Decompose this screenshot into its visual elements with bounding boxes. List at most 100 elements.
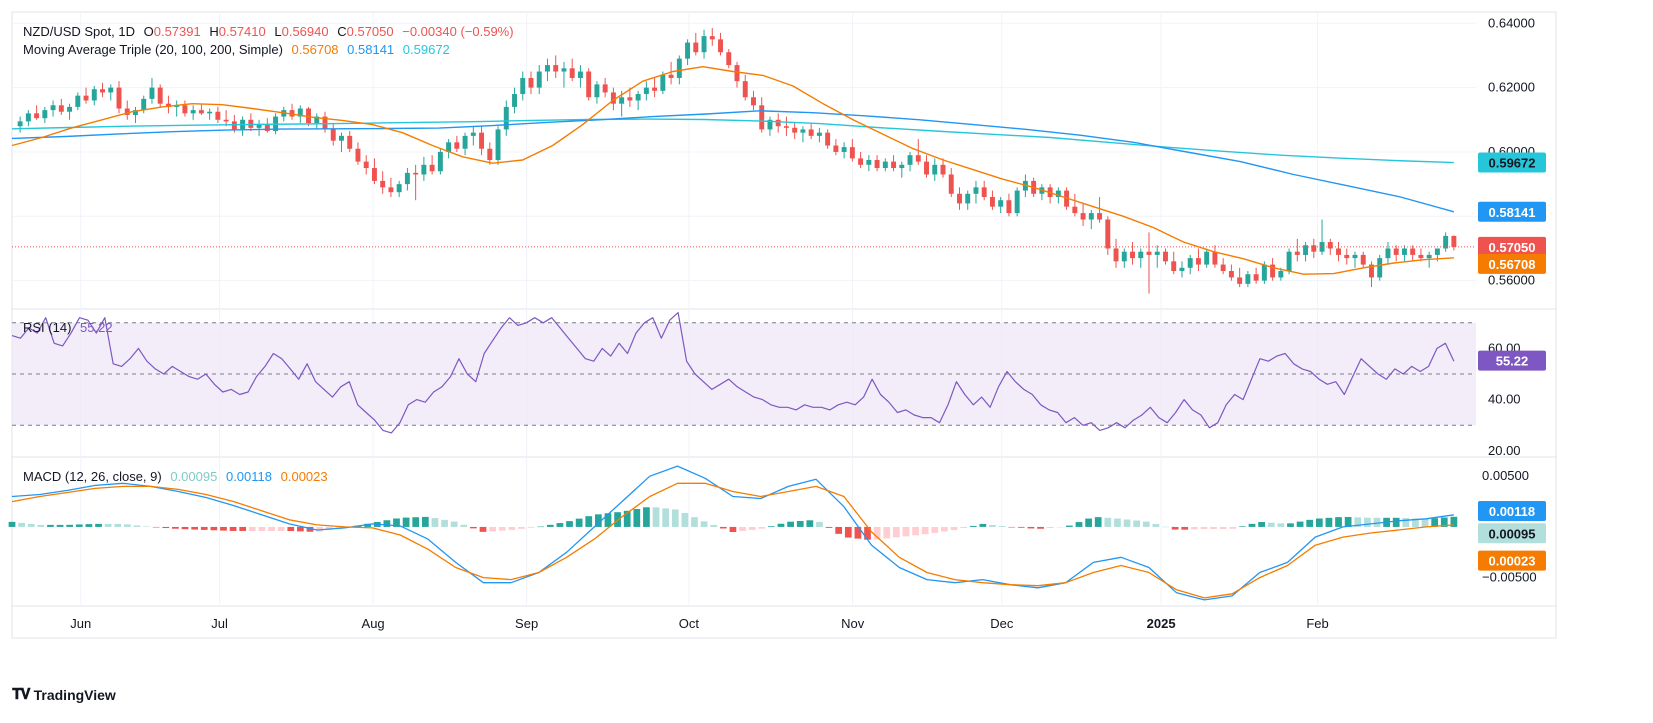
macd-hist-bar [1440, 517, 1448, 527]
macd-legend-hist: 0.00095 [170, 469, 218, 484]
candle-body [1418, 254, 1424, 259]
candle-body [149, 87, 155, 99]
candle-body [1253, 274, 1259, 281]
macd-hist-bar [460, 524, 468, 527]
macd-hist-bar [104, 523, 112, 527]
candle-body [627, 97, 633, 101]
candle-body [808, 129, 814, 136]
candle-body [1163, 251, 1168, 262]
macd-hist-bar [835, 526, 843, 534]
candle-body [429, 164, 435, 172]
candle-body [1204, 251, 1210, 265]
macd-hist-bar [844, 526, 852, 538]
macd-hist-bar [441, 519, 448, 527]
candle-body [1105, 219, 1111, 249]
macd-legend[interactable]: MACD (12, 26, close, 9) 0.00095 0.00118 … [23, 469, 333, 484]
candle-body [924, 161, 929, 175]
brand-name: TradingView [33, 686, 116, 703]
macd-hist-bar [431, 518, 439, 527]
candle-body [165, 103, 171, 107]
candle-body [693, 42, 699, 53]
macd-hist-bar [643, 507, 650, 527]
macd-signal-line [11, 482, 1454, 599]
macd-hist-bar [1171, 526, 1179, 530]
candle-body [619, 97, 625, 104]
symbol-label[interactable]: NZD/USD Spot, 1D [23, 24, 135, 39]
ma200-value: 0.59672 [402, 42, 450, 57]
candle-body [1138, 251, 1144, 259]
macd-hist-bar [1431, 518, 1439, 527]
macd-hist-bar [1104, 517, 1112, 527]
candle-body [1385, 248, 1391, 259]
x-tick-label: Nov [841, 616, 865, 631]
candle-body [1113, 248, 1119, 262]
rsi-badge: 55.22 [1478, 350, 1546, 371]
macd-badge-bg [1478, 500, 1546, 521]
macd-hist-bar [1344, 516, 1352, 527]
macd-hist-bar [1142, 521, 1150, 527]
macd-hist-badge: 0.00095 [1478, 523, 1546, 544]
candle-body [1278, 271, 1284, 278]
macd-signal-badge-text: 0.00023 [1489, 554, 1536, 569]
macd-hist-bar [1056, 526, 1064, 528]
macd-hist-bar [623, 510, 631, 527]
candle-body [989, 197, 995, 207]
candle-body [891, 161, 897, 169]
macd-hist-bar [470, 526, 477, 529]
macd-hist-bar [777, 523, 785, 527]
macd-hist-bar [585, 516, 593, 527]
candle-body [1451, 235, 1457, 247]
x-tick-label: Dec [990, 616, 1014, 631]
macd-hist-bar [700, 521, 708, 527]
macd-hist-bar [1364, 517, 1371, 527]
candle-body [775, 119, 781, 127]
ma-legend[interactable]: Moving Average Triple (20, 100, 200, Sim… [23, 42, 455, 57]
candle-body [998, 200, 1004, 207]
macd-hist-bar [95, 523, 102, 527]
candle-body [899, 164, 905, 169]
candle-body [858, 158, 864, 165]
candle-body [116, 87, 122, 109]
candle-body [816, 132, 822, 136]
macd-hist-bar [902, 526, 910, 537]
candle-body [330, 129, 336, 141]
candle-body [1410, 248, 1416, 255]
candle-body [25, 113, 31, 122]
macd-hist-bar [239, 526, 247, 531]
candle-body [1401, 248, 1407, 255]
candle-body [1146, 251, 1152, 255]
macd-hist-bar [258, 526, 266, 531]
macd-hist-bar [1412, 518, 1419, 527]
macd-hist-bar [1133, 520, 1141, 527]
candle-body [751, 97, 756, 106]
macd-hist-bar [1037, 526, 1044, 529]
candle-body [1261, 264, 1267, 281]
ma200-badge: 0.59672 [1478, 152, 1546, 173]
candle-body [108, 87, 114, 93]
candle-body [833, 145, 839, 152]
candle-body [1303, 245, 1309, 255]
candle-body [256, 124, 262, 128]
macd-hist-bar [152, 526, 160, 528]
macd-hist-bar [114, 523, 122, 527]
candle-body [792, 127, 798, 133]
candle-body [231, 121, 237, 130]
rsi-legend[interactable]: RSI (14) 55.22 [23, 320, 118, 335]
macd-hist-bar [47, 524, 54, 527]
candle-body [1311, 245, 1317, 252]
candle-body [1121, 251, 1127, 262]
macd-hist-bar [489, 526, 496, 532]
candle-body [660, 74, 666, 91]
candle-body [685, 42, 691, 59]
macd-hist-bar [883, 526, 891, 539]
footer-brand[interactable]: 𝐓𝐕 TradingView [12, 686, 116, 703]
macd-legend-title: MACD (12, 26, close, 9) [23, 469, 162, 484]
macd-hist-bar [969, 525, 977, 527]
macd-legend-signal: 0.00023 [280, 469, 328, 484]
candle-body [742, 81, 748, 98]
ma200-badge-bg [1478, 152, 1546, 173]
candle-body [726, 52, 732, 66]
macd-hist-bar [498, 526, 506, 531]
candle-body [380, 180, 386, 188]
